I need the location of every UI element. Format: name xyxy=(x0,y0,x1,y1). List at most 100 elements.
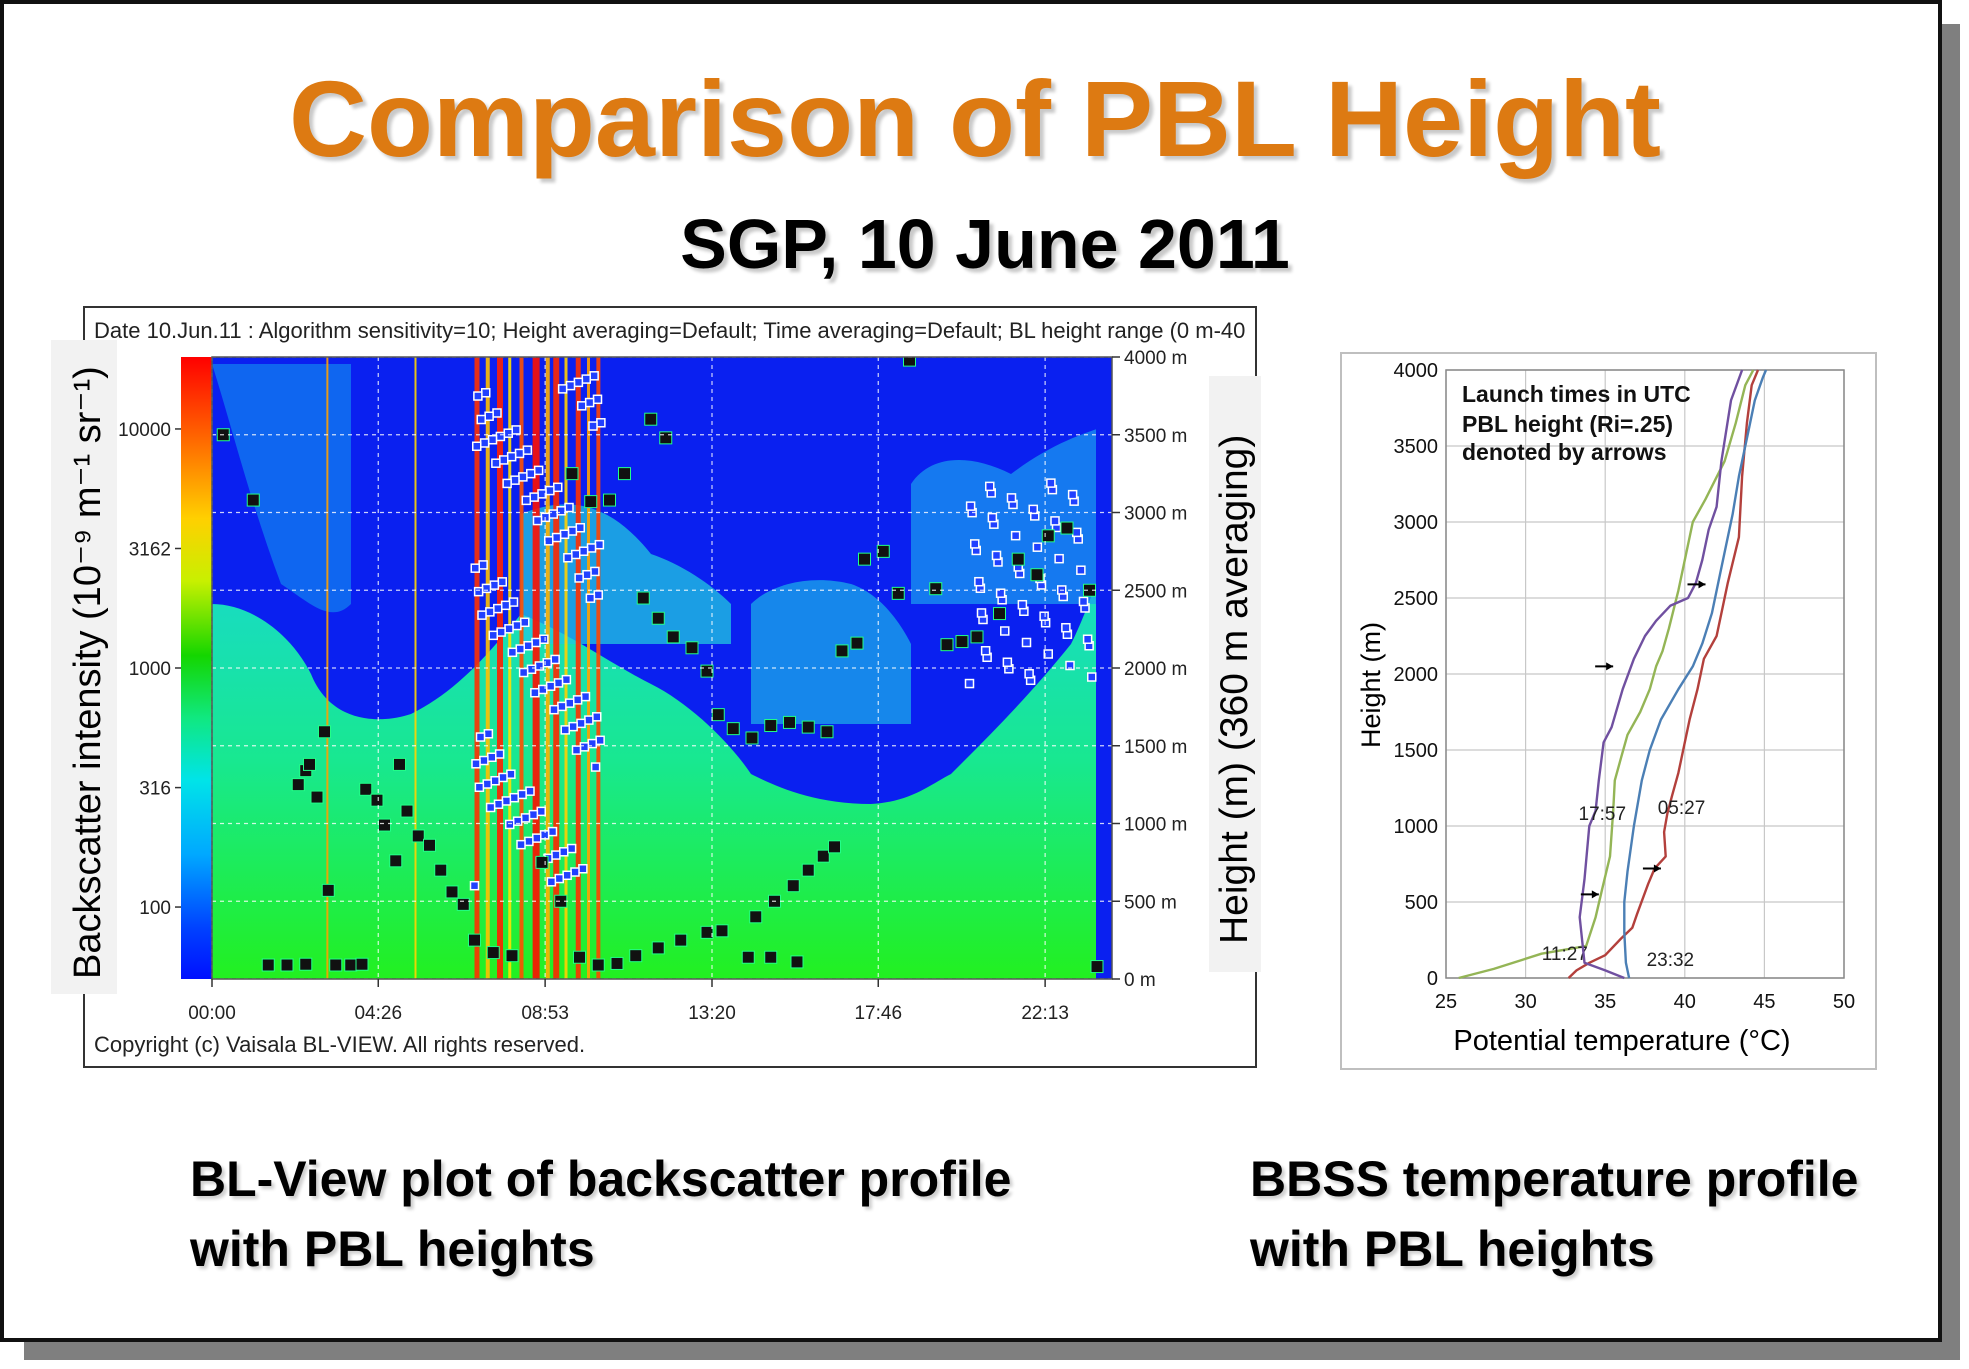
pbl-marker xyxy=(468,933,481,947)
pbl-marker xyxy=(1030,568,1044,582)
cloud-marker xyxy=(592,394,603,405)
pbl-marker xyxy=(666,630,680,644)
cloud-marker xyxy=(565,698,575,708)
cloud-marker xyxy=(532,515,543,526)
pbl-marker xyxy=(764,719,778,733)
pbl-marker xyxy=(801,720,815,734)
pbl-marker xyxy=(651,941,665,955)
cloud-marker xyxy=(508,597,519,607)
cloud-marker xyxy=(578,546,589,556)
cloud-marker xyxy=(1032,542,1043,552)
cloud-marker xyxy=(536,806,546,817)
x-tick-label: 40 xyxy=(1674,991,1696,1013)
cloud-marker xyxy=(553,678,564,688)
cloud-marker xyxy=(526,468,536,479)
pbl-marker xyxy=(651,611,665,625)
cloud-marker xyxy=(472,441,482,452)
pbl-marker xyxy=(359,782,373,796)
bbss-grid xyxy=(1445,369,1845,979)
cloud-marker xyxy=(481,583,492,594)
pbl-marker xyxy=(445,885,459,899)
pbl-marker xyxy=(764,950,778,964)
bbss-note: Launch times in UTC PBL height (Ri=.25) … xyxy=(1462,381,1691,465)
series-label: 17:57 xyxy=(1579,804,1627,825)
bbss-temperature-chart: 0 500 1000 1500 2000 2500 3000 3500 4000 25 30 35 40… xyxy=(1340,352,1877,1070)
pbl-marker xyxy=(929,582,943,596)
cloud-marker xyxy=(493,799,504,809)
pbl-marker xyxy=(674,933,688,947)
rain-streak xyxy=(545,357,550,979)
cloud-marker xyxy=(514,448,525,459)
time-tick-label: 00:00 xyxy=(188,1003,236,1024)
cloud-marker xyxy=(557,384,568,394)
cloud-marker xyxy=(520,813,531,823)
pbl-marker xyxy=(940,638,954,652)
note-line-3: denoted by arrows xyxy=(1462,439,1666,465)
cloud-marker xyxy=(482,779,492,789)
pbl-marker xyxy=(318,725,331,739)
cloud-marker xyxy=(1054,553,1064,564)
cloud-marker xyxy=(592,712,602,722)
height-tick-label: 500 m xyxy=(1124,892,1177,913)
cloud-marker xyxy=(556,506,566,516)
cloud-marker xyxy=(574,573,584,583)
y-tick-label: 3500 xyxy=(1394,436,1439,458)
pbl-marker xyxy=(565,467,579,481)
time-tick-label: 04:26 xyxy=(354,1003,402,1024)
cloud-marker xyxy=(518,667,529,678)
pbl-marker xyxy=(828,840,841,854)
cloud-marker xyxy=(596,418,606,428)
cloud-marker xyxy=(499,455,509,465)
pbl-marker xyxy=(891,586,905,600)
cloud-marker xyxy=(533,465,544,476)
x-tick-label: 45 xyxy=(1753,991,1775,1013)
series-label: 05:27 xyxy=(1658,798,1706,819)
cloud-marker xyxy=(584,397,595,408)
cloud-marker xyxy=(1028,504,1038,515)
rain-streak xyxy=(575,357,581,979)
pbl-marker xyxy=(535,855,549,869)
pbl-marker xyxy=(1041,529,1055,543)
note-line-2: PBL height (Ri=.25) xyxy=(1462,411,1673,437)
pbl-marker xyxy=(423,838,436,852)
pbl-marker xyxy=(584,495,598,509)
cloud-marker xyxy=(488,630,498,641)
cloud-marker xyxy=(525,786,535,796)
pbl-marker xyxy=(726,722,740,736)
pbl-arrow-head xyxy=(1653,864,1661,873)
cloud-marker xyxy=(980,645,991,656)
note-line-1: Launch times in UTC xyxy=(1462,381,1691,407)
cloud-marker xyxy=(509,792,519,803)
cloud-marker xyxy=(481,388,491,398)
pbl-marker xyxy=(659,431,673,445)
cloud-marker xyxy=(505,819,515,830)
cloud-marker xyxy=(1072,527,1082,538)
height-tick-label: 3500 m xyxy=(1124,426,1187,447)
colorbar-tick-label: 10000 xyxy=(118,420,171,441)
height-tick-label: 1500 m xyxy=(1124,737,1187,758)
pbl-marker xyxy=(876,544,890,558)
cloud-marker xyxy=(487,434,498,445)
cloud-marker xyxy=(1065,660,1075,671)
cloud-marker xyxy=(483,729,494,739)
cloud-marker xyxy=(507,647,518,658)
cloud-marker xyxy=(1039,611,1049,621)
cloud-marker xyxy=(500,600,511,611)
pbl-marker xyxy=(1060,521,1074,535)
cloud-marker xyxy=(1076,565,1086,575)
cloud-marker xyxy=(539,634,549,644)
cloud-marker xyxy=(471,759,481,769)
cloud-marker xyxy=(991,550,1002,561)
cloud-marker xyxy=(587,738,597,749)
cloud-marker xyxy=(479,438,490,448)
pbl-marker xyxy=(280,958,294,972)
cloud-marker xyxy=(473,391,483,401)
pbl-marker xyxy=(411,829,425,843)
cloud-marker xyxy=(576,718,586,729)
cloud-marker xyxy=(586,543,597,553)
cloud-marker xyxy=(585,593,596,603)
caption-left-line-1: BL-View plot of backscatter profile xyxy=(190,1151,1012,1207)
pbl-marker xyxy=(858,552,871,566)
pbl-marker xyxy=(835,644,849,658)
cloud-marker xyxy=(485,802,496,813)
